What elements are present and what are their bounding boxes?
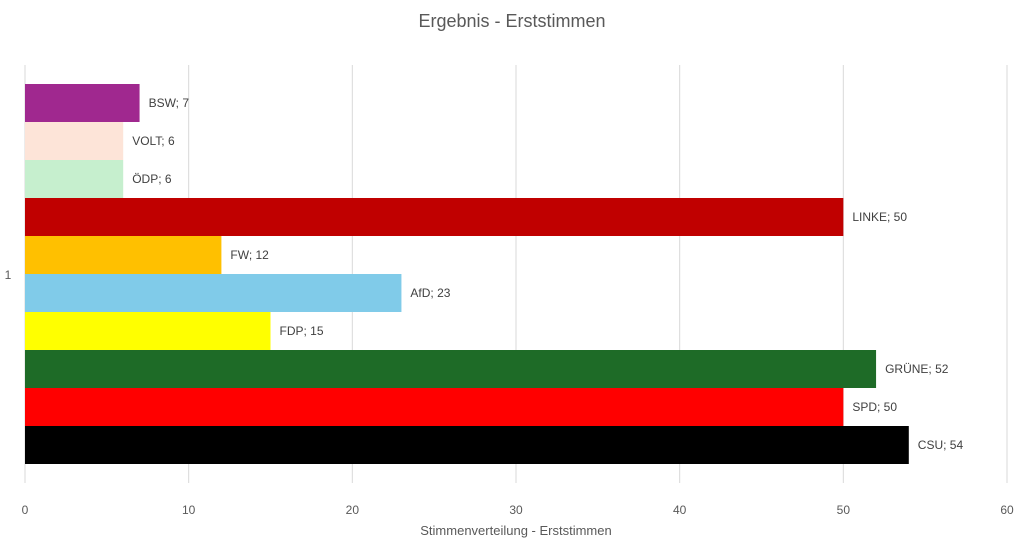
bar-volt bbox=[25, 122, 124, 160]
x-tick-label: 10 bbox=[182, 503, 196, 517]
bar-fw bbox=[25, 236, 222, 274]
bar-afd bbox=[25, 274, 402, 312]
y-category-label: 1 bbox=[5, 268, 12, 282]
bar-ödp bbox=[25, 160, 124, 198]
bar-linke bbox=[25, 198, 844, 236]
bar-bsw bbox=[25, 84, 140, 122]
data-label-linke: LINKE; 50 bbox=[852, 210, 907, 224]
bar-csu bbox=[25, 426, 909, 464]
chart-title: Ergebnis - Erststimmen bbox=[418, 11, 606, 31]
x-tick-label: 0 bbox=[22, 503, 29, 517]
bar-spd bbox=[25, 388, 844, 426]
data-label-ödp: ÖDP; 6 bbox=[132, 172, 172, 186]
data-label-fw: FW; 12 bbox=[230, 248, 269, 262]
bar-grüne bbox=[25, 350, 877, 388]
x-tick-label: 30 bbox=[509, 503, 523, 517]
x-axis-label: Stimmenverteilung - Erststimmen bbox=[420, 523, 612, 538]
bar-fdp bbox=[25, 312, 271, 350]
x-tick-label: 40 bbox=[673, 503, 687, 517]
data-label-fdp: FDP; 15 bbox=[280, 324, 324, 338]
data-label-csu: CSU; 54 bbox=[918, 438, 964, 452]
data-label-bsw: BSW; 7 bbox=[149, 96, 190, 110]
data-label-spd: SPD; 50 bbox=[852, 400, 897, 414]
x-tick-label: 60 bbox=[1000, 503, 1014, 517]
x-tick-label: 20 bbox=[346, 503, 360, 517]
x-tick-label: 50 bbox=[837, 503, 851, 517]
data-label-grüne: GRÜNE; 52 bbox=[885, 362, 949, 376]
data-label-volt: VOLT; 6 bbox=[132, 134, 175, 148]
data-label-afd: AfD; 23 bbox=[410, 286, 450, 300]
